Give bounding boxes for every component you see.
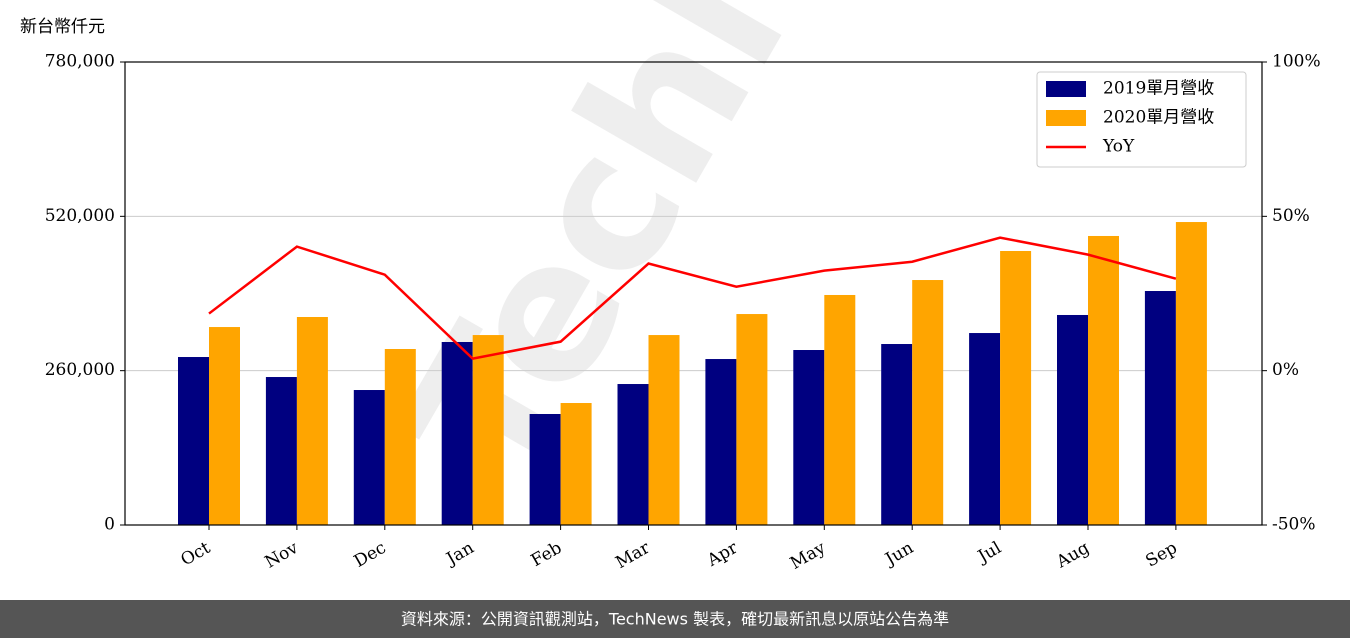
bar bbox=[560, 403, 592, 525]
bar bbox=[209, 327, 240, 525]
bar bbox=[648, 335, 680, 525]
x-tick-label: Nov bbox=[262, 538, 302, 573]
bar bbox=[1175, 222, 1207, 525]
y-tick-label: 520,000 bbox=[45, 206, 115, 226]
bar bbox=[824, 294, 856, 525]
x-tick-label: Jul bbox=[973, 538, 1005, 568]
footer-bar bbox=[0, 600, 1350, 638]
bar bbox=[178, 357, 209, 525]
bar bbox=[529, 413, 561, 525]
x-tick-label: Apr bbox=[703, 537, 742, 571]
x-tick-label: Sep bbox=[1142, 538, 1180, 572]
plot-frame bbox=[124, 61, 1263, 526]
bar bbox=[384, 349, 416, 525]
bar bbox=[1144, 291, 1176, 525]
bar bbox=[353, 390, 385, 525]
legend-label: YoY bbox=[1102, 137, 1135, 157]
bar bbox=[472, 335, 504, 525]
bar bbox=[296, 317, 328, 525]
x-tick-label: Jan bbox=[442, 538, 478, 570]
bar bbox=[793, 350, 825, 525]
bar bbox=[969, 333, 1001, 525]
line bbox=[208, 236, 1177, 360]
y-tick-label: 780,000 bbox=[45, 52, 115, 72]
bar bbox=[736, 314, 768, 525]
bar bbox=[705, 359, 737, 525]
bar bbox=[881, 344, 913, 525]
x-tick-label: Feb bbox=[528, 538, 566, 571]
bar bbox=[265, 377, 297, 525]
y2-tick-label: -50% bbox=[1272, 515, 1316, 535]
bar bbox=[1057, 314, 1088, 525]
y2-tick-label: 50% bbox=[1272, 206, 1310, 226]
y-tick-label: 0 bbox=[104, 515, 115, 535]
y-axis-unit: 新台幣仟元 bbox=[20, 17, 105, 37]
bar bbox=[617, 384, 649, 525]
x-tick-label: Oct bbox=[178, 538, 214, 571]
bar bbox=[1088, 235, 1119, 526]
bar bbox=[912, 280, 944, 525]
bar bbox=[1000, 250, 1032, 526]
legend-box bbox=[1036, 71, 1247, 168]
footer: 資料來源：公開資訊觀測站，TechNews 製表，確切最新訊息以原站公告為準 bbox=[401, 610, 949, 629]
x-tick-label: Jun bbox=[880, 538, 917, 571]
legend-label: 2019單月營收 bbox=[1103, 79, 1214, 99]
legend-swatch bbox=[1046, 81, 1086, 97]
legend-label: 2020單月營收 bbox=[1103, 108, 1214, 128]
x-tick-label: Mar bbox=[612, 537, 654, 573]
x-tick-label: Aug bbox=[1052, 538, 1093, 573]
legend-swatch bbox=[1046, 110, 1086, 126]
y2-tick-label: 0% bbox=[1272, 360, 1299, 380]
y-tick-label: 260,000 bbox=[45, 360, 115, 380]
x-tick-label: Dec bbox=[351, 538, 390, 572]
y2-tick-label: 100% bbox=[1272, 52, 1321, 72]
x-tick-label: May bbox=[787, 538, 830, 574]
bar bbox=[441, 341, 473, 525]
